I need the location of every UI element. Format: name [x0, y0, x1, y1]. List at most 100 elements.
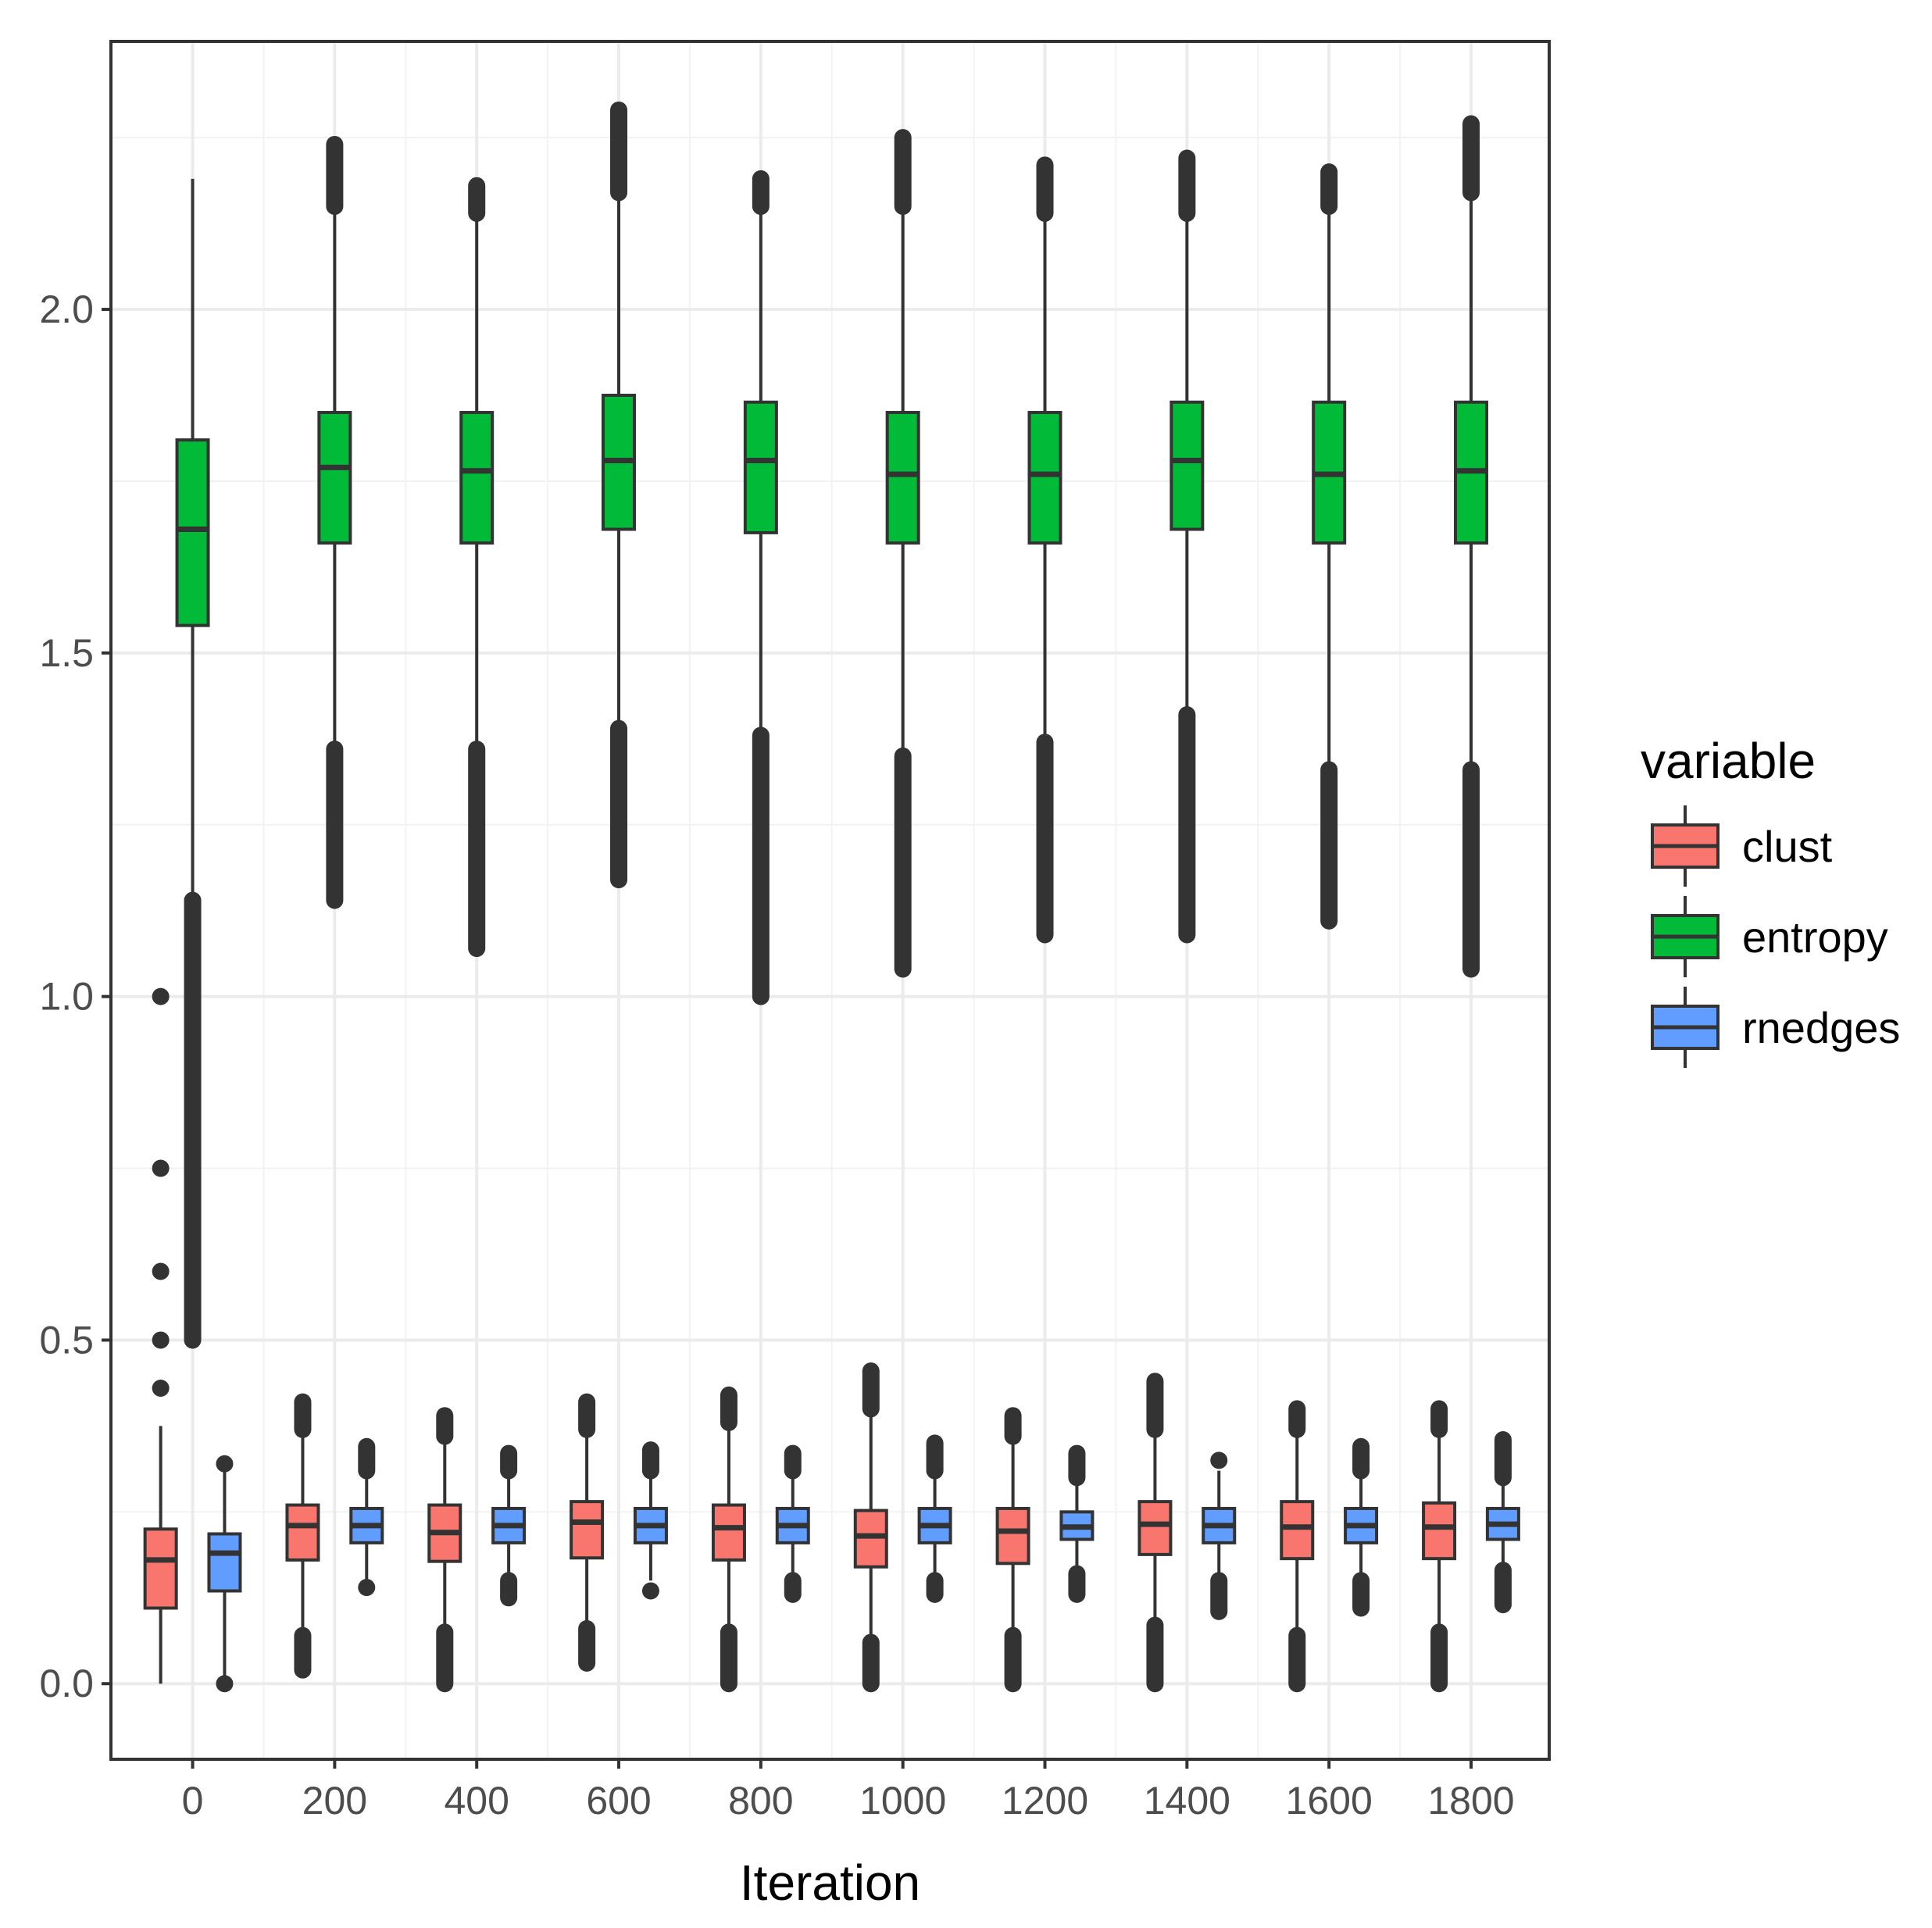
outliers-high	[436, 1407, 454, 1445]
x-tick-label: 800	[728, 1779, 793, 1823]
outliers-low	[926, 1572, 944, 1603]
box-clust-1000	[853, 1362, 888, 1693]
box-clust-1600	[1280, 1400, 1315, 1693]
outliers-low	[1146, 1616, 1164, 1693]
outliers-low	[1320, 761, 1338, 930]
outliers-high	[1178, 149, 1196, 222]
outliers-low	[1004, 1626, 1022, 1693]
outliers-low	[1494, 1562, 1512, 1614]
legend-label: entropy	[1742, 912, 1888, 962]
box-entropy-600	[602, 101, 637, 889]
box-entropy-800	[743, 170, 778, 1005]
box-iqr	[1170, 400, 1205, 531]
box-clust-800	[711, 1386, 746, 1693]
box-rnedges-600	[633, 1441, 668, 1600]
outliers-low	[184, 891, 202, 1349]
outliers-high	[1352, 1437, 1370, 1480]
x-tick-label: 1400	[1144, 1779, 1230, 1823]
box-iqr	[1280, 1500, 1315, 1561]
outliers-high	[610, 101, 628, 202]
outlier-point	[152, 1159, 170, 1177]
outliers-low	[1352, 1572, 1370, 1617]
panel-border	[109, 40, 1551, 1761]
legend-items: clust entropy rnedges	[1651, 805, 1900, 1068]
outliers-high	[784, 1444, 802, 1480]
box-entropy-0	[175, 178, 210, 1349]
outlier-point	[152, 1331, 170, 1349]
outlier-point	[152, 1380, 170, 1398]
x-tick-label: 400	[444, 1779, 509, 1823]
x-tick-label: 1000	[859, 1779, 946, 1823]
box-rnedges-200	[349, 1437, 384, 1597]
outliers-low	[578, 1619, 596, 1672]
x-axis: 0 200 400 600 800 1000 1200 1400 1600 1800	[182, 1759, 1515, 1823]
outliers-high	[1146, 1373, 1164, 1438]
outliers-high	[358, 1437, 376, 1480]
y-tick-label: 0.5	[39, 1318, 94, 1362]
legend-item-rnedges: rnedges	[1651, 987, 1900, 1068]
box-clust-1200	[995, 1407, 1030, 1693]
outliers-high	[720, 1386, 737, 1431]
outliers-low	[1210, 1572, 1228, 1620]
box-iqr	[885, 410, 920, 545]
outliers-low	[784, 1572, 802, 1603]
box-rnedges-1400	[1202, 1451, 1237, 1620]
box-iqr	[1137, 1500, 1173, 1556]
x-tick-label: 1800	[1427, 1779, 1514, 1823]
outliers-high	[1430, 1400, 1448, 1438]
outliers-low	[1288, 1626, 1306, 1693]
box-clust-400	[427, 1407, 462, 1693]
x-tick-label: 1600	[1286, 1779, 1373, 1823]
outliers-high	[468, 177, 486, 222]
legend-title: variable	[1641, 733, 1816, 789]
outliers-high	[294, 1393, 312, 1438]
box-iqr	[317, 410, 352, 545]
x-tick-label: 600	[586, 1779, 651, 1823]
outliers-high	[926, 1434, 944, 1480]
box-rnedges-800	[775, 1444, 810, 1603]
box-clust-600	[570, 1393, 605, 1672]
outlier-point	[152, 1262, 170, 1280]
box-iqr	[1422, 1501, 1457, 1561]
y-tick-label: 0.0	[39, 1662, 94, 1705]
box-clust-1800	[1422, 1400, 1457, 1693]
legend-item-entropy: entropy	[1651, 896, 1888, 977]
outliers-low	[862, 1633, 880, 1693]
box-rnedges-1800	[1485, 1430, 1520, 1614]
outliers-low	[720, 1623, 737, 1693]
outliers-high	[1320, 163, 1338, 216]
box-marks	[143, 101, 1520, 1693]
box-clust-1400	[1137, 1373, 1173, 1693]
box-entropy-1000	[885, 129, 920, 978]
y-tick-label: 1.0	[39, 975, 94, 1019]
outliers-high	[752, 170, 770, 216]
legend-item-clust: clust	[1651, 805, 1833, 887]
box-iqr	[995, 1506, 1030, 1566]
y-tick-label: 2.0	[39, 287, 94, 331]
outlier-point	[358, 1579, 376, 1597]
box-iqr	[207, 1532, 242, 1593]
box-rnedges-0	[207, 1455, 242, 1693]
outlier-point	[152, 987, 170, 1005]
outliers-high	[641, 1441, 659, 1480]
plot-area	[109, 40, 1551, 1761]
outliers-high	[500, 1444, 518, 1480]
box-iqr	[743, 400, 778, 534]
outliers-low	[468, 740, 486, 958]
x-tick-label: 200	[302, 1779, 367, 1823]
box-iqr	[143, 1527, 178, 1610]
outlier-point	[216, 1455, 234, 1473]
legend-label: rnedges	[1742, 1003, 1900, 1052]
x-tick-label: 1200	[1002, 1779, 1088, 1823]
outliers-low	[752, 727, 770, 1005]
box-clust-0	[143, 987, 178, 1684]
box-iqr	[175, 438, 210, 627]
outliers-high	[578, 1393, 596, 1438]
outliers-high	[1288, 1400, 1306, 1438]
outliers-low	[1036, 734, 1054, 944]
box-rnedges-1000	[917, 1434, 952, 1603]
x-tick-label: 0	[182, 1779, 204, 1823]
outliers-high	[894, 129, 912, 216]
legend-label: clust	[1742, 822, 1833, 871]
